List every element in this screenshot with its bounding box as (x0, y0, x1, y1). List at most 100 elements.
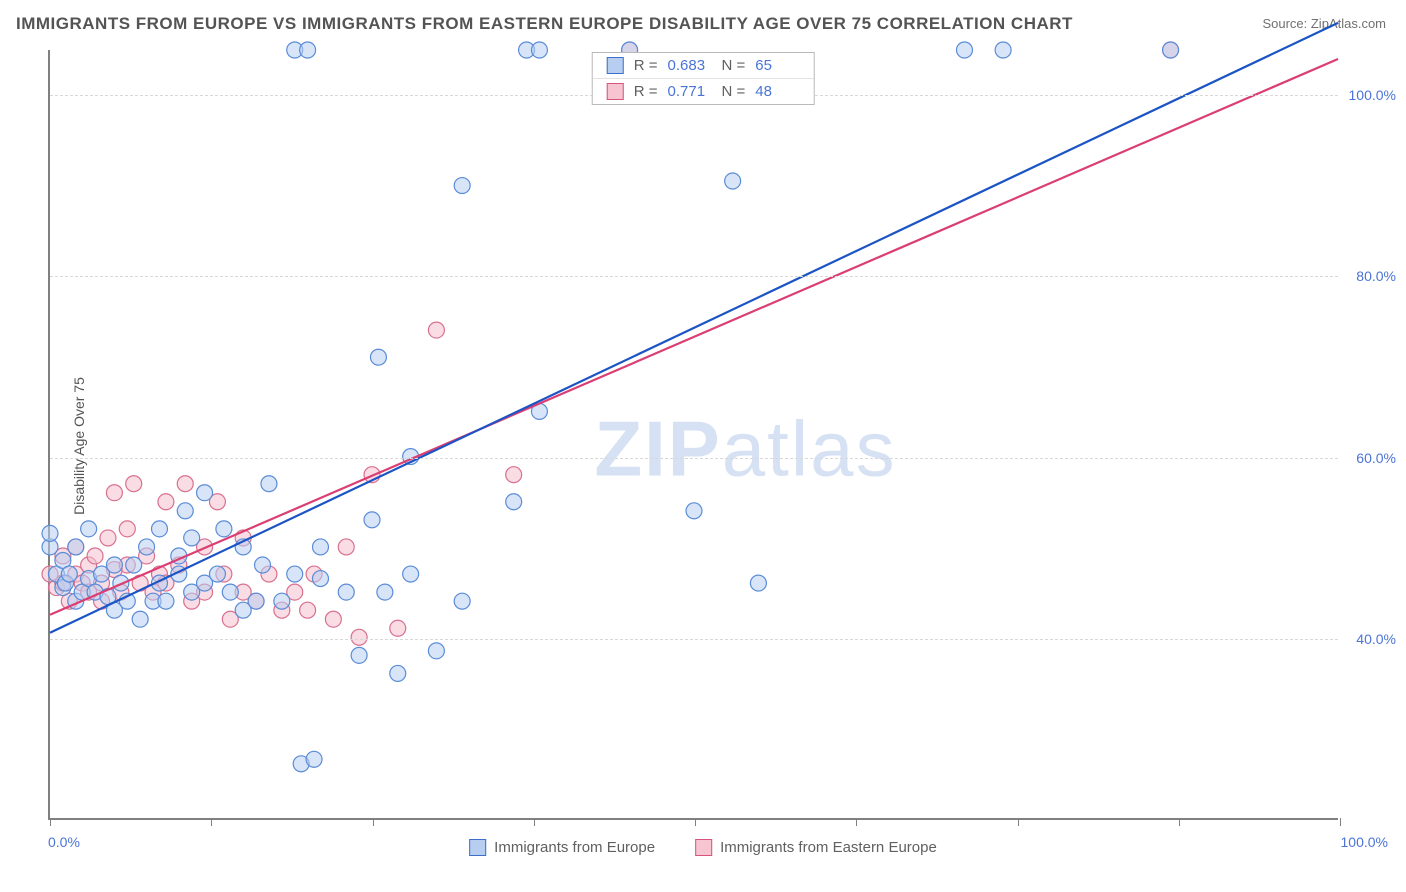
n-value-pink: 48 (755, 83, 799, 100)
data-point (364, 512, 380, 528)
data-point (338, 584, 354, 600)
x-tick (1018, 818, 1019, 826)
x-tick (50, 818, 51, 826)
data-point (126, 476, 142, 492)
data-point (428, 643, 444, 659)
data-point (351, 647, 367, 663)
stat-legend-row-blue: R = 0.683 N = 65 (593, 53, 814, 78)
data-point (287, 566, 303, 582)
data-point (132, 611, 148, 627)
r-value-pink: 0.771 (668, 83, 712, 100)
data-point (184, 530, 200, 546)
x-tick (856, 818, 857, 826)
r-label: R = (634, 83, 658, 100)
r-label: R = (634, 57, 658, 74)
data-point (370, 349, 386, 365)
data-point (686, 503, 702, 519)
data-point (390, 665, 406, 681)
data-point (995, 42, 1011, 58)
legend-label-pink: Immigrants from Eastern Europe (720, 839, 937, 856)
x-tick-label-left: 0.0% (48, 834, 80, 850)
x-tick (695, 818, 696, 826)
data-point (151, 521, 167, 537)
data-point (306, 751, 322, 767)
gridline (50, 458, 1338, 459)
data-point (61, 566, 77, 582)
data-point (377, 584, 393, 600)
data-point (177, 503, 193, 519)
data-point (300, 602, 316, 618)
x-tick (1340, 818, 1341, 826)
swatch-blue (607, 57, 624, 74)
swatch-pink (607, 83, 624, 100)
stat-legend: R = 0.683 N = 65 R = 0.771 N = 48 (592, 52, 815, 105)
chart-title: IMMIGRANTS FROM EUROPE VS IMMIGRANTS FRO… (16, 14, 1073, 34)
data-point (274, 593, 290, 609)
data-point (312, 539, 328, 555)
data-point (197, 485, 213, 501)
data-point (506, 467, 522, 483)
swatch-pink (695, 839, 712, 856)
x-tick (534, 818, 535, 826)
data-point (158, 494, 174, 510)
data-point (106, 485, 122, 501)
legend-item-blue: Immigrants from Europe (469, 839, 655, 856)
data-point (351, 629, 367, 645)
data-point (312, 571, 328, 587)
data-point (1163, 42, 1179, 58)
x-tick (373, 818, 374, 826)
stat-legend-row-pink: R = 0.771 N = 48 (593, 78, 814, 104)
x-tick (1179, 818, 1180, 826)
trend-line (50, 59, 1338, 615)
gridline (50, 276, 1338, 277)
data-point (325, 611, 341, 627)
data-point (255, 557, 271, 573)
n-label: N = (722, 57, 746, 74)
data-point (454, 178, 470, 194)
plot-svg (50, 50, 1338, 818)
data-point (106, 557, 122, 573)
y-tick-label: 40.0% (1356, 631, 1396, 647)
data-point (248, 593, 264, 609)
plot-area: ZIPatlas 40.0%60.0%80.0%100.0% (48, 50, 1338, 820)
data-point (506, 494, 522, 510)
data-point (390, 620, 406, 636)
n-label: N = (722, 83, 746, 100)
data-point (428, 322, 444, 338)
data-point (261, 476, 277, 492)
data-point (725, 173, 741, 189)
data-point (750, 575, 766, 591)
data-point (300, 42, 316, 58)
bottom-legend: Immigrants from Europe Immigrants from E… (469, 839, 937, 856)
data-point (216, 521, 232, 537)
data-point (403, 566, 419, 582)
data-point (531, 42, 547, 58)
data-point (42, 525, 58, 541)
trend-line (50, 23, 1338, 633)
data-point (100, 530, 116, 546)
data-point (338, 539, 354, 555)
legend-label-blue: Immigrants from Europe (494, 839, 655, 856)
gridline (50, 639, 1338, 640)
x-tick (211, 818, 212, 826)
x-tick-label-right: 100.0% (1341, 834, 1388, 850)
data-point (81, 521, 97, 537)
data-point (87, 548, 103, 564)
r-value-blue: 0.683 (668, 57, 712, 74)
data-point (209, 566, 225, 582)
y-tick-label: 100.0% (1349, 87, 1396, 103)
data-point (177, 476, 193, 492)
data-point (119, 521, 135, 537)
y-tick-label: 60.0% (1356, 450, 1396, 466)
data-point (158, 593, 174, 609)
legend-item-pink: Immigrants from Eastern Europe (695, 839, 937, 856)
data-point (68, 539, 84, 555)
data-point (126, 557, 142, 573)
data-point (454, 593, 470, 609)
data-point (139, 539, 155, 555)
data-point (222, 584, 238, 600)
data-point (956, 42, 972, 58)
swatch-blue (469, 839, 486, 856)
n-value-blue: 65 (755, 57, 799, 74)
y-tick-label: 80.0% (1356, 268, 1396, 284)
